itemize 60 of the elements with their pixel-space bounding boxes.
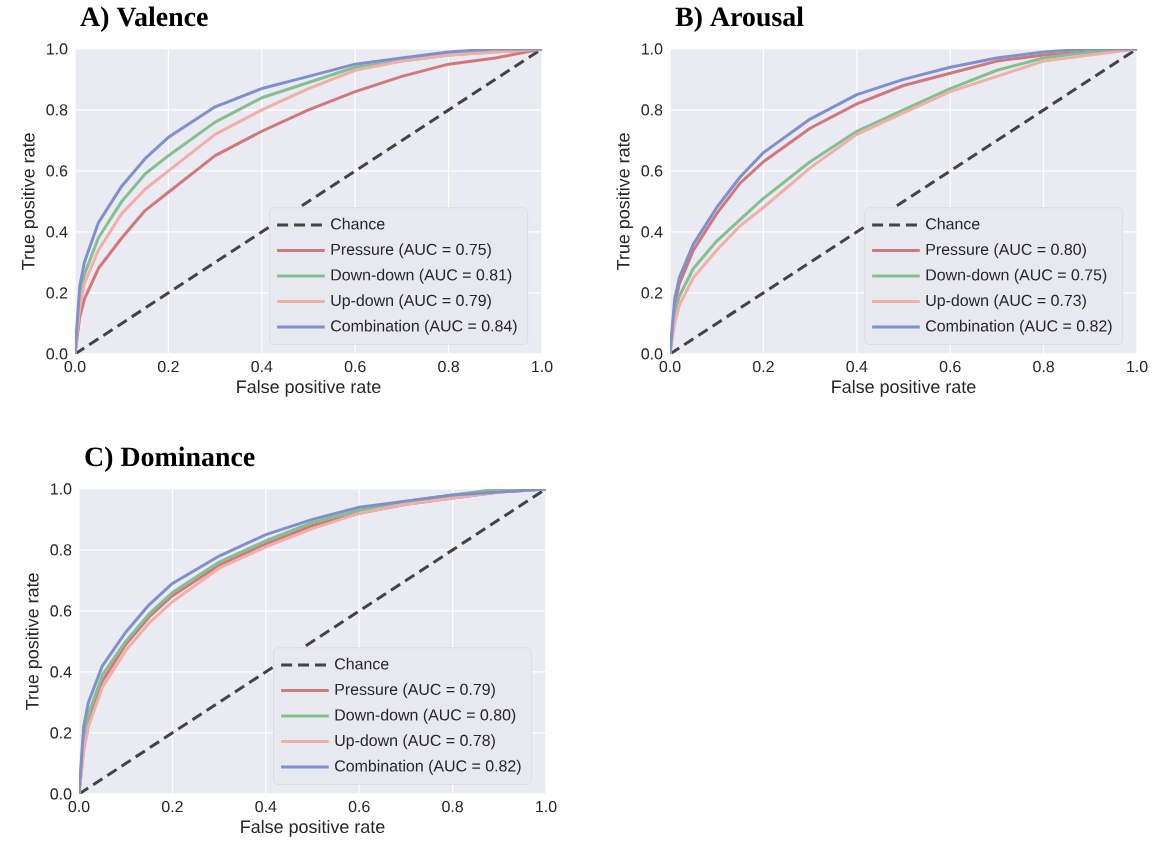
legend-label: Pressure (AUC = 0.75) [331, 243, 491, 259]
y-axis-title: True positive rate [616, 133, 634, 270]
legend-label: Down-down (AUC = 0.80) [335, 708, 516, 724]
y-tick-label: 0.0 [46, 348, 68, 360]
y-tick-label: 0.2 [641, 287, 663, 299]
x-tick-label: 0.2 [752, 360, 774, 373]
x-tick-label: 1.0 [536, 801, 557, 813]
legend-label: Up-down (AUC = 0.78) [335, 734, 495, 750]
y-axis-title: True positive rate [25, 573, 43, 710]
y-tick-label: 0.8 [641, 104, 663, 116]
y-tick-label: 1.0 [47, 43, 68, 55]
x-tick-label: 0.8 [442, 801, 463, 813]
y-tick-label: 0.8 [50, 544, 72, 556]
legend-label: Down-down (AUC = 0.75) [926, 268, 1107, 284]
y-axis-title: True positive rate [21, 133, 39, 270]
x-tick-label: 1.0 [532, 360, 553, 373]
x-tick-label: 0.2 [161, 801, 183, 813]
chart-title: C) Dominance [85, 446, 255, 472]
y-tick-label: 0.6 [46, 165, 68, 177]
legend-label: Combination (AUC = 0.82) [926, 319, 1112, 335]
x-tick-label: 0.0 [659, 360, 681, 373]
y-tick-label: 0.4 [641, 226, 663, 238]
y-tick-label: 0.4 [46, 226, 68, 238]
x-tick-label: 0.4 [255, 801, 277, 813]
legend-label: Combination (AUC = 0.82) [335, 759, 521, 775]
x-tick-label: 0.2 [157, 360, 179, 373]
x-axis-title: False positive rate [832, 379, 976, 397]
y-tick-label: 0.0 [50, 788, 72, 800]
x-tick-label: 1.0 [1127, 360, 1148, 373]
legend-label: Chance [926, 217, 980, 230]
x-tick-label: 0.4 [251, 360, 273, 373]
y-tick-label: 0.6 [50, 605, 72, 617]
legend-label: Down-down (AUC = 0.81) [331, 268, 512, 284]
x-tick-label: 0.6 [939, 360, 961, 373]
chart-title: A) Valence [80, 6, 208, 32]
x-tick-label: 0.0 [68, 801, 90, 813]
y-tick-label: 0.8 [46, 104, 68, 116]
y-tick-label: 0.0 [641, 348, 663, 360]
legend-label: Chance [331, 217, 385, 230]
y-tick-label: 1.0 [51, 483, 72, 495]
x-axis-title: False positive rate [237, 379, 381, 397]
legend-label: Pressure (AUC = 0.79) [335, 683, 495, 699]
legend-label: Up-down (AUC = 0.79) [331, 294, 491, 310]
legend-label: Pressure (AUC = 0.80) [926, 243, 1086, 259]
x-tick-label: 0.4 [846, 360, 868, 373]
legend-label: Combination (AUC = 0.84) [331, 319, 517, 335]
legend-label: Up-down (AUC = 0.73) [926, 294, 1086, 310]
x-tick-label: 0.6 [344, 360, 366, 373]
y-tick-label: 0.2 [50, 727, 72, 739]
y-tick-label: 0.2 [46, 287, 68, 299]
x-tick-label: 0.0 [64, 360, 86, 373]
x-tick-label: 0.8 [1033, 360, 1054, 373]
y-tick-label: 1.0 [642, 43, 663, 55]
y-tick-label: 0.6 [641, 165, 663, 177]
chart-title: B) Arousal [675, 6, 804, 32]
y-tick-label: 0.4 [50, 666, 72, 678]
x-tick-label: 0.6 [348, 801, 370, 813]
x-axis-title: False positive rate [241, 819, 385, 837]
legend-label: Chance [335, 657, 389, 670]
x-tick-label: 0.8 [438, 360, 459, 373]
